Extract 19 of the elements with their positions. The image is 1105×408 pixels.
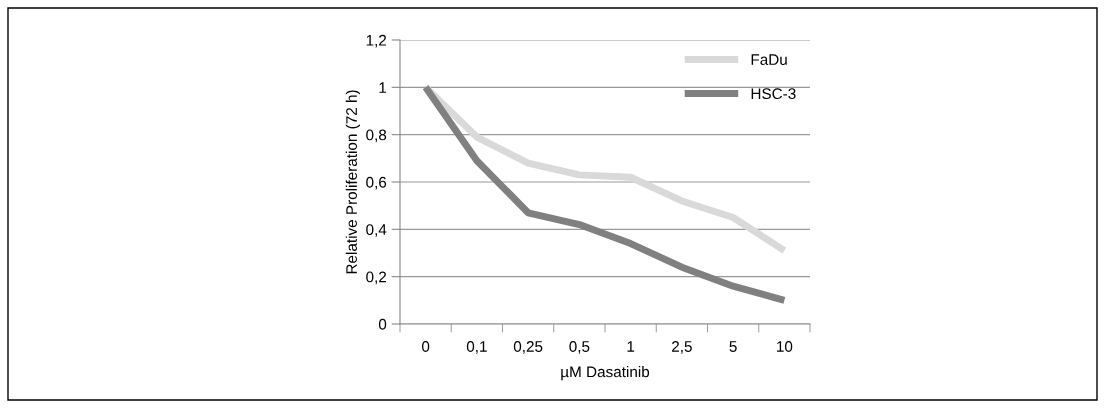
y-tick-label: 0,2: [366, 271, 387, 285]
y-axis-title: Relative Proliferation (72 h): [345, 90, 361, 274]
y-tick-label: 0,6: [366, 176, 387, 190]
x-tick-label: 0: [421, 341, 430, 352]
y-tick-label: 0,4: [366, 224, 387, 237]
x-tick-label: 10: [777, 341, 793, 352]
y-tick-label: 1: [379, 82, 387, 93]
x-tick-label: 0,1: [466, 341, 487, 354]
y-tick-label: 0: [378, 318, 387, 330]
legend-label: HSC-3: [751, 88, 796, 100]
x-tick-label: 1: [627, 341, 635, 352]
x-axis-title: µM Dasatinib: [561, 366, 650, 381]
legend-label: FaDu: [751, 54, 787, 65]
x-tick-label: 2,5: [672, 341, 692, 354]
y-tick-label: 0,8: [366, 129, 387, 143]
x-tick-label: 0,5: [569, 341, 590, 354]
x-tick-label: 5: [729, 341, 737, 352]
x-tick-label: 0,25: [513, 341, 543, 354]
y-tick-label: 1,2: [366, 34, 387, 48]
